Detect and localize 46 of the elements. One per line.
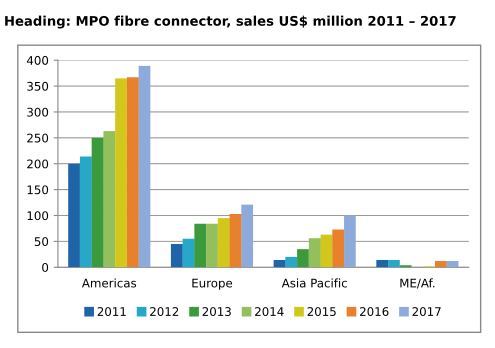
bar (126, 77, 139, 268)
x-tick-label: Asia Pacific (282, 278, 347, 288)
bar (285, 256, 298, 268)
bar (297, 249, 309, 268)
chart-title: Heading: MPO fibre connector, sales US$ million 2011 – 2017 (5, 16, 456, 29)
bar (206, 224, 218, 268)
bar (170, 244, 183, 268)
legend-label: 2012 (150, 307, 178, 316)
legend-label: 2015 (308, 307, 336, 316)
bar (446, 261, 458, 268)
bar (388, 260, 400, 268)
bar (138, 66, 150, 268)
legend-label: 2017 (412, 307, 441, 316)
y-tick-label: 350 (27, 82, 48, 91)
bar (241, 204, 254, 268)
bar (92, 138, 104, 268)
bar (182, 238, 194, 268)
legend-label: 2013 (202, 307, 231, 316)
x-tick-label: ME/Af. (400, 278, 434, 288)
bar (218, 218, 230, 268)
bar (376, 260, 388, 268)
y-tick-label: 150 (28, 185, 48, 194)
bar (274, 260, 286, 268)
bar (68, 164, 80, 268)
y-tick-label: 100 (28, 211, 48, 220)
bar (435, 261, 447, 268)
bar (80, 156, 92, 268)
legend-label: 2014 (255, 307, 284, 316)
legend-label: 2016 (360, 307, 388, 316)
bar (320, 234, 332, 268)
y-tick-label: 200 (27, 159, 48, 168)
bar (230, 214, 242, 268)
bar (103, 131, 116, 268)
bar (332, 229, 344, 268)
legend-label: 2011 (98, 307, 126, 316)
y-tick-label: 50 (34, 237, 48, 246)
y-tick-label: 300 (27, 108, 48, 117)
x-tick-label: Americas (82, 278, 136, 288)
y-tick-label: 250 (27, 134, 48, 143)
bar (308, 238, 321, 268)
bar (194, 224, 206, 268)
x-tick-label: Europe (192, 278, 232, 290)
bar (115, 78, 127, 268)
y-tick-label: 400 (26, 56, 48, 65)
bar (344, 216, 356, 268)
y-tick-label: 0 (42, 262, 48, 272)
